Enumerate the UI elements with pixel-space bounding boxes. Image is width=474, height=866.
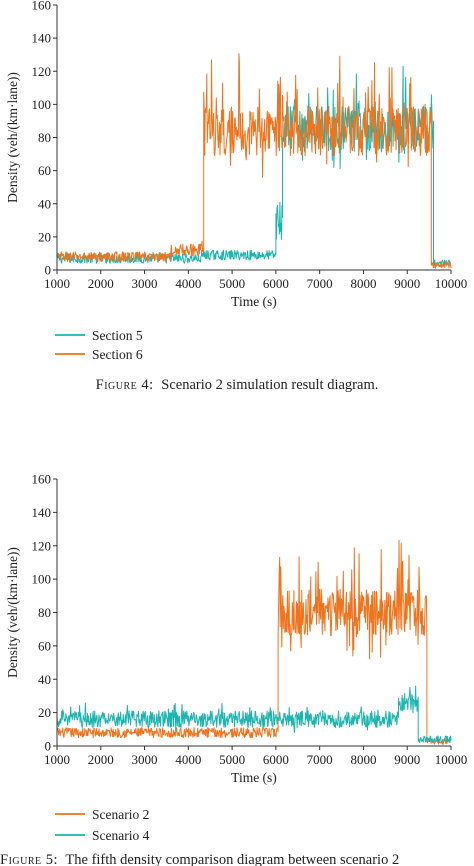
x-axis-label: Time (s) [231,294,277,309]
x-tick-label: 2000 [88,752,114,767]
y-tick-label: 140 [32,505,52,520]
x-tick-label: 1000 [44,276,70,291]
chart-scenario-comparison: 0 20 40 60 80 100 120 140 160 1000 2000 3000 4000 500… [5,472,467,786]
y-tick-label: 80 [38,130,51,145]
figure-4-caption-text: Scenario 2 simulation result diagram. [161,377,378,393]
y-tick-label: 40 [38,196,51,211]
series-line-section-6 [56,53,452,269]
figure-5-caption-label: Figure 5: [0,852,58,866]
x-axis-label: Time (s) [231,770,277,785]
y-tick-label: 60 [38,163,51,178]
y-tick-label: 0 [45,263,52,278]
y-tick-label: 160 [32,472,52,487]
x-tick-label: 8000 [350,276,376,291]
x-tick-label: 9000 [394,752,420,767]
y-tick-label: 160 [32,0,52,13]
legend-label-scenario-4: Scenario 4 [92,828,150,843]
x-tick-label: 5000 [219,276,245,291]
x-tick-label: 10000 [435,276,468,291]
y-tick-label: 140 [32,31,52,46]
x-tick-label: 5000 [219,752,245,767]
x-tick-label: 6000 [263,752,289,767]
y-tick-label: 20 [38,705,51,720]
figure-4-caption: Figure 4: Scenario 2 simulation result d… [96,377,379,393]
y-tick-label: 80 [38,605,51,620]
y-tick-label: 0 [45,739,52,754]
x-tick-label: 3000 [132,276,158,291]
y-tick-label: 40 [38,672,51,687]
legend-label-scenario-2: Scenario 2 [92,807,149,822]
y-tick-label: 120 [32,538,52,553]
x-tick-label: 10000 [435,752,468,767]
legend-chart-1: Section 5 Section 6 [55,328,143,362]
x-tick-label: 4000 [175,752,201,767]
legend-label-section-5: Section 5 [92,328,143,343]
y-tick-label: 120 [32,64,52,79]
y-tick-label: 60 [38,638,51,653]
x-tick-label: 9000 [394,276,420,291]
chart-section-density: 0 20 40 60 80 100 120 140 160 1000 2000 3000 4000 500… [5,0,467,309]
legend-chart-2: Scenario 2 Scenario 4 [55,807,150,843]
series-line-scenario-4 [56,685,452,744]
y-tick-label: 100 [32,572,52,587]
x-tick-label: 1000 [44,752,70,767]
y-tick-label: 20 [38,229,51,244]
x-tick-label: 7000 [307,276,333,291]
x-tick-label: 8000 [350,752,376,767]
y-axis-label: Density (veh/(km·lane)) [5,72,20,203]
y-tick-label: 100 [32,97,52,112]
figure-5-caption: Figure 5: The fifth density comparison d… [0,852,399,866]
x-tick-label: 7000 [307,752,333,767]
x-tick-label: 6000 [263,276,289,291]
x-tick-label: 2000 [88,276,114,291]
figure-5-caption-text: The fifth density comparison diagram bet… [65,852,399,866]
x-tick-label: 4000 [175,276,201,291]
x-tick-label: 3000 [132,752,158,767]
series-line-scenario-2 [56,539,452,745]
figure-4-caption-label: Figure 4: [96,377,154,393]
legend-label-section-6: Section 6 [92,347,143,362]
y-axis-label: Density (veh/(km·lane)) [5,547,20,678]
